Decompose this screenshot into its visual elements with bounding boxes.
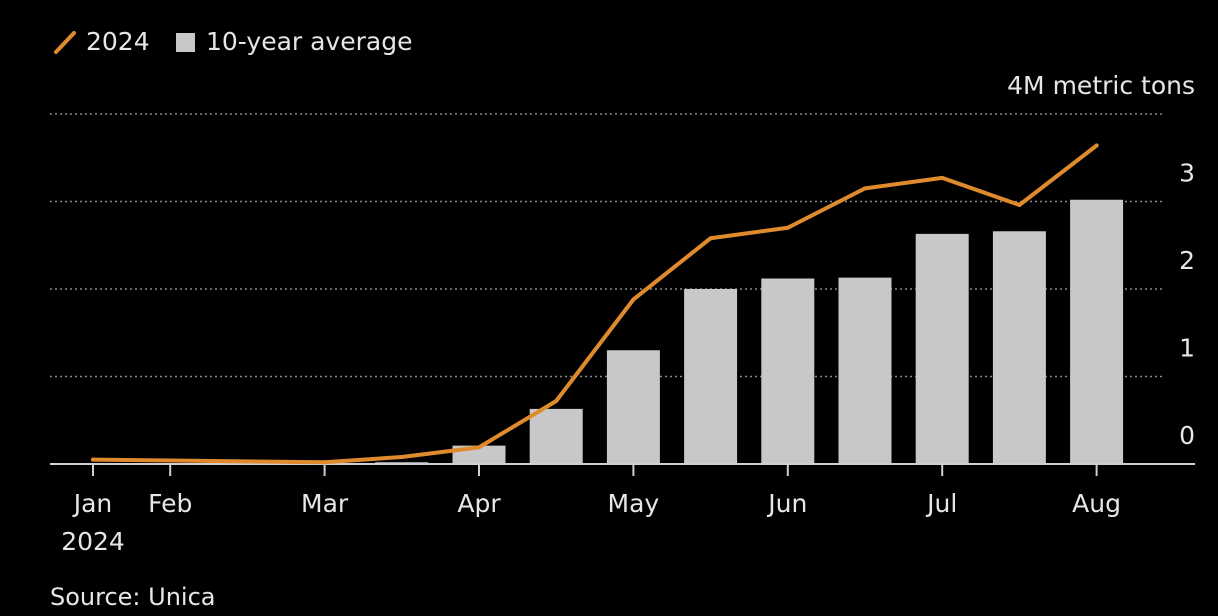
- legend: 2024 10-year average: [54, 27, 412, 56]
- x-tick-label: Jul: [925, 489, 957, 518]
- line-point: [631, 297, 636, 302]
- y-tick-label: 1: [1179, 334, 1195, 363]
- bar: [992, 231, 1046, 464]
- line-point: [322, 460, 327, 465]
- x-tick-label: Jan: [72, 489, 113, 518]
- bar: [606, 350, 660, 464]
- bar: [915, 233, 969, 464]
- line-point: [477, 445, 481, 450]
- legend-bar-swatch: [176, 33, 195, 52]
- bar: [529, 408, 583, 464]
- gridlines: [50, 113, 1165, 378]
- y-tick-label: 2: [1179, 246, 1195, 275]
- line-point: [708, 236, 713, 241]
- line-point: [1017, 203, 1022, 207]
- bar-series: [375, 199, 1124, 464]
- line-point: [940, 175, 945, 180]
- unit-label: 4M metric tons: [1007, 71, 1195, 100]
- x-axis: Jan 2024 Feb Mar Apr May Jun Jul Aug: [61, 464, 1121, 556]
- line-point: [399, 455, 404, 459]
- line-point: [785, 225, 790, 230]
- bar: [838, 277, 892, 464]
- x-tick-label: Jun: [766, 489, 807, 518]
- line-point: [863, 186, 867, 191]
- source-note: Source: Unica: [50, 583, 216, 611]
- line-series: [91, 143, 1099, 465]
- line-point: [1094, 143, 1099, 148]
- line-point: [91, 457, 95, 462]
- bar: [1070, 199, 1124, 464]
- x-tick-label: Feb: [148, 489, 192, 518]
- y-axis: 0 1 2 3: [1179, 159, 1195, 451]
- legend-line-label: 2024: [86, 27, 150, 56]
- bar: [761, 278, 815, 464]
- line-point: [168, 458, 173, 463]
- bar: [684, 289, 738, 464]
- legend-line-swatch: [54, 31, 76, 54]
- x-tick-sublabel: 2024: [61, 527, 125, 556]
- x-tick-label: Apr: [457, 489, 501, 518]
- line-point: [554, 399, 559, 403]
- legend-bar-label: 10-year average: [206, 27, 412, 56]
- x-tick-label: Aug: [1072, 489, 1121, 518]
- y-tick-label: 3: [1179, 159, 1195, 188]
- y-tick-label: 0: [1179, 421, 1195, 450]
- x-tick-label: Mar: [301, 489, 349, 518]
- x-tick-label: May: [608, 489, 660, 518]
